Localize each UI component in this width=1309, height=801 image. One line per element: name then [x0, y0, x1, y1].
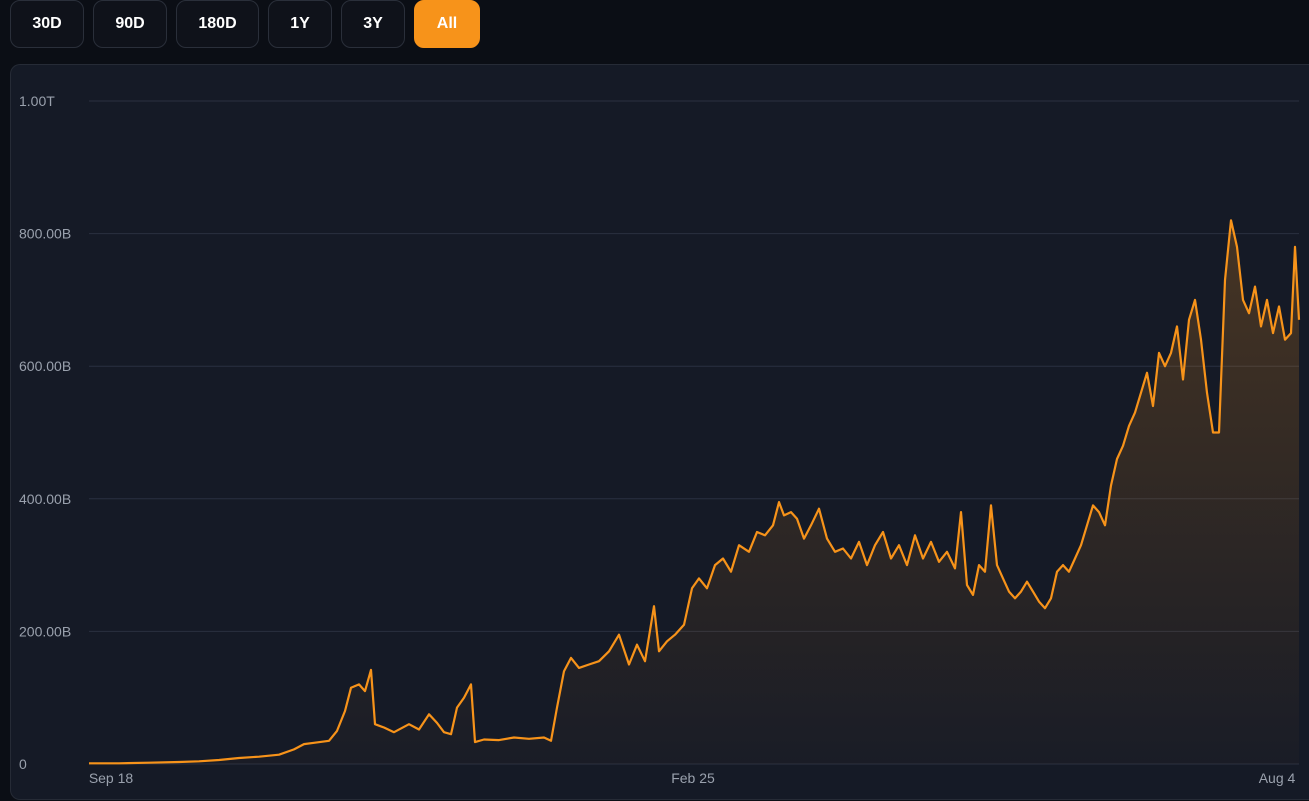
y-tick-label: 0: [19, 756, 27, 772]
range-button-90d[interactable]: 90D: [93, 0, 167, 48]
range-button-all[interactable]: All: [414, 0, 480, 48]
y-axis-labels: 0 200.00B 400.00B 600.00B 800.00B 1.00T: [19, 93, 71, 772]
range-button-180d[interactable]: 180D: [176, 0, 259, 48]
x-tick-label: Sep 18: [89, 770, 134, 786]
x-tick-label: Aug 4: [1259, 770, 1296, 786]
series-line: [89, 219, 1301, 765]
series-area: [89, 220, 1299, 765]
range-button-3y[interactable]: 3Y: [341, 0, 405, 48]
x-axis-labels: Sep 18 Feb 25 Aug 4: [89, 770, 1296, 786]
y-tick-label: 800.00B: [19, 226, 71, 242]
range-selector: 30D 90D 180D 1Y 3Y All: [10, 0, 480, 48]
range-button-1y[interactable]: 1Y: [268, 0, 332, 48]
y-tick-label: 200.00B: [19, 623, 71, 639]
range-button-30d[interactable]: 30D: [10, 0, 84, 48]
chart-card: 0 200.00B 400.00B 600.00B 800.00B 1.00T Sep 1…: [10, 64, 1309, 800]
x-tick-label: Feb 25: [671, 770, 715, 786]
y-tick-label: 1.00T: [19, 93, 55, 109]
y-tick-label: 400.00B: [19, 491, 71, 507]
market-cap-chart[interactable]: 0 200.00B 400.00B 600.00B 800.00B 1.00T Sep 1…: [11, 65, 1309, 801]
y-tick-label: 600.00B: [19, 358, 71, 374]
